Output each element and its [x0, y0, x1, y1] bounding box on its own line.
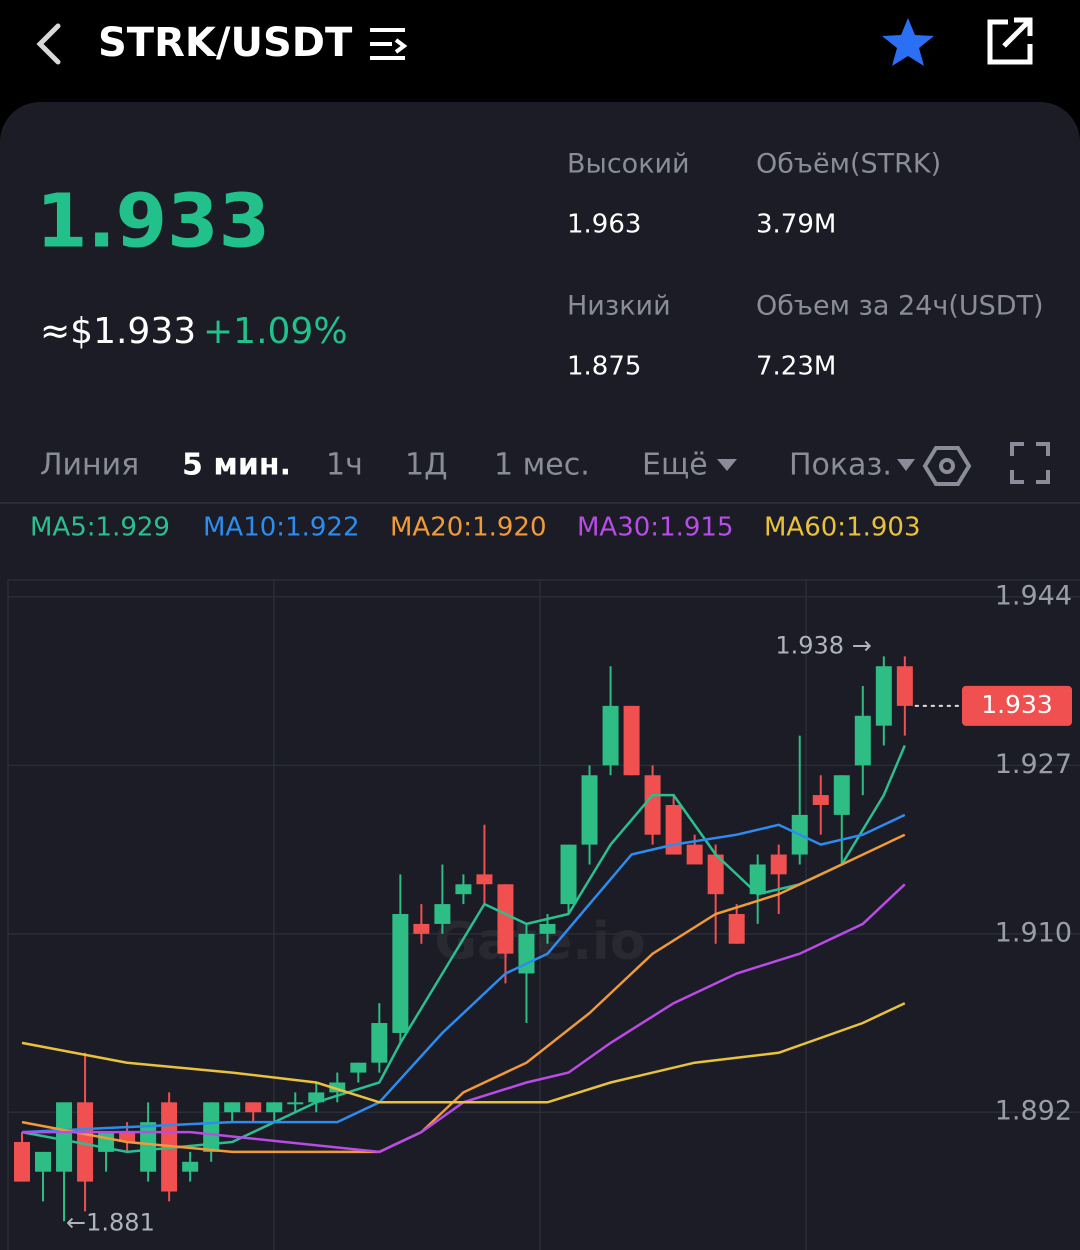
- candle-body: [560, 844, 577, 905]
- candle-body: [812, 795, 829, 805]
- favorite-star[interactable]: [882, 18, 934, 66]
- candle-body: [14, 1141, 30, 1182]
- candle-body: [56, 1102, 73, 1172]
- time-grid: [7, 579, 1080, 1250]
- candle-body: [203, 1102, 220, 1152]
- candle-body: [686, 844, 703, 865]
- candle-body: [77, 1102, 94, 1182]
- candle-body: [329, 1082, 346, 1093]
- y-tick-label: 1.910: [995, 917, 1072, 948]
- fullscreen-icon[interactable]: [1010, 442, 1050, 484]
- back-button[interactable]: [36, 23, 61, 65]
- stat-value: 7.23M: [756, 352, 836, 382]
- ma-line: [21, 833, 906, 1154]
- candle-body: [287, 1102, 304, 1105]
- last-price-tag-label: 1.933: [981, 690, 1053, 719]
- last-price: 1.933: [36, 179, 270, 265]
- share-button[interactable]: [987, 17, 1033, 65]
- candle-body: [728, 914, 745, 944]
- candle-body: [497, 884, 514, 954]
- y-tick-label: 1.927: [995, 749, 1072, 780]
- ma-line: [21, 1002, 906, 1104]
- y-tick-label: 1.892: [995, 1096, 1072, 1127]
- candle-body: [665, 804, 682, 855]
- candle-body: [518, 933, 535, 974]
- candle-body: [350, 1062, 367, 1073]
- stat-value: 1.963: [567, 210, 641, 240]
- candle-body: [35, 1151, 52, 1172]
- ma-line: [22, 883, 906, 1154]
- price-change: +1.09%: [203, 311, 348, 352]
- candle-body: [308, 1092, 325, 1103]
- more-tab[interactable]: Ещё: [642, 448, 708, 483]
- candle-body: [833, 775, 850, 815]
- candle-body: [476, 874, 493, 885]
- candle-body: [749, 864, 766, 895]
- legend-entry: MA5:1.929: [30, 513, 170, 543]
- candle-body: [875, 666, 892, 726]
- candle-body: [854, 715, 871, 766]
- candle-body: [140, 1122, 157, 1172]
- stat-value: 1.875: [567, 352, 641, 382]
- y-tick-label: 1.944: [995, 580, 1072, 611]
- pair-title: STRK/USDT: [98, 20, 353, 66]
- settings-icon[interactable]: [922, 446, 972, 486]
- candle-body: [371, 1023, 388, 1063]
- interval-tab[interactable]: 1 мес.: [494, 448, 590, 483]
- candle-body: [224, 1102, 241, 1113]
- low-annotation: ←1.881: [66, 1208, 155, 1236]
- indicators-tab[interactable]: Показ.: [789, 448, 892, 483]
- legend-entry: MA10:1.922: [203, 513, 360, 543]
- high-annotation: 1.938 →: [775, 631, 871, 659]
- candle-body: [434, 904, 451, 924]
- usd-price: ≈$1.933: [40, 311, 196, 352]
- stat-value: 3.79M: [756, 210, 836, 240]
- candle-body: [581, 775, 598, 845]
- candle-body: [245, 1102, 262, 1113]
- stat-label: Низкий: [567, 291, 671, 322]
- legend-entry: MA20:1.920: [390, 513, 547, 543]
- candle-body: [182, 1161, 199, 1172]
- interval-tab[interactable]: Линия: [40, 448, 139, 483]
- stat-label: Высокий: [567, 149, 690, 180]
- stat-label: Объем за 24ч(USDT): [756, 291, 1044, 322]
- candle-body: [413, 923, 430, 934]
- pair-menu-icon[interactable]: [370, 28, 408, 60]
- last-price-tag: [962, 685, 1072, 726]
- interval-tab[interactable]: 1Д: [405, 448, 448, 483]
- candle-body: [602, 705, 619, 766]
- candle-body: [770, 854, 787, 875]
- interval-tab[interactable]: 1ч: [326, 448, 363, 483]
- candle-body: [896, 666, 913, 706]
- dropdown-arrow: [897, 459, 915, 471]
- candle-body: [266, 1102, 283, 1113]
- candle-body: [455, 884, 472, 895]
- candle-body: [539, 923, 556, 934]
- candle-body: [623, 705, 640, 776]
- candle-body: [119, 1132, 136, 1142]
- ma-line: [21, 813, 906, 1134]
- stat-label: Объём(STRK): [756, 149, 941, 180]
- candle-body: [392, 914, 409, 1033]
- candle-body: [644, 775, 661, 835]
- interval-tab-active[interactable]: 5 мин.: [182, 448, 291, 483]
- dropdown-arrow: [717, 459, 737, 471]
- legend-entry: MA30:1.915: [577, 513, 734, 543]
- candle-body: [707, 854, 724, 895]
- legend-entry: MA60:1.903: [764, 513, 921, 543]
